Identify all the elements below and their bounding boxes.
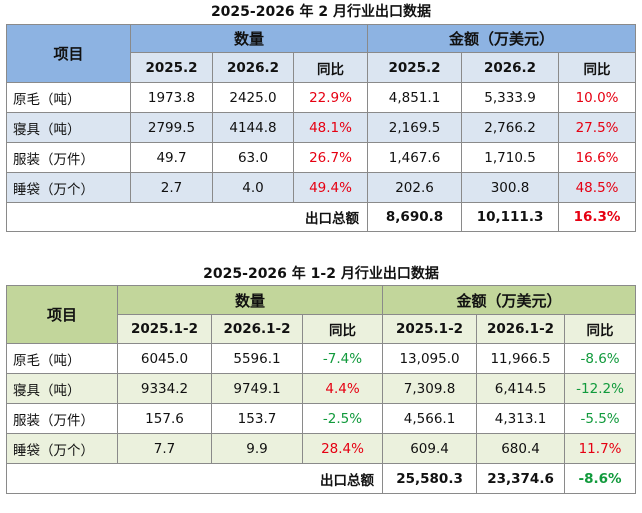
quantity-prev: 2.7 bbox=[130, 172, 213, 203]
export-table-jan-feb: 项目 数量 金额（万美元） 2025.1-2 2026.1-2 同比 2025.… bbox=[5, 285, 637, 494]
quantity-curr: 9749.1 bbox=[211, 373, 303, 404]
table-row: 寝具（吨） 9334.2 9749.1 4.4% 7,309.8 6,414.5… bbox=[6, 373, 637, 404]
amount-header: 金额（万美元） bbox=[382, 285, 637, 315]
amount-yoy: 27.5% bbox=[558, 112, 637, 143]
column-header: 2025.2 bbox=[130, 52, 213, 83]
amount-prev: 7,309.8 bbox=[382, 373, 478, 404]
total-prev: 25,580.3 bbox=[382, 463, 478, 494]
column-header: 同比 bbox=[558, 52, 637, 83]
row-label: 原毛（吨） bbox=[6, 343, 118, 374]
amount-curr: 6,414.5 bbox=[476, 373, 566, 404]
total-curr: 10,111.3 bbox=[461, 202, 560, 232]
table1-title: 2025-2026 年 2 月行业出口数据 bbox=[210, 4, 432, 20]
table-row: 服装（万件） 49.7 63.0 26.7% 1,467.6 1,710.5 1… bbox=[6, 142, 637, 173]
amount-yoy: 16.6% bbox=[558, 142, 637, 173]
quantity-header: 数量 bbox=[129, 24, 369, 53]
row-label: 寝具（吨） bbox=[6, 112, 131, 143]
quantity-prev: 9334.2 bbox=[117, 373, 212, 404]
total-row: 出口总额 25,580.3 23,374.6 -8.6% bbox=[5, 463, 637, 494]
quantity-yoy: 49.4% bbox=[292, 172, 369, 203]
column-header: 同比 bbox=[292, 52, 369, 83]
quantity-yoy: 4.4% bbox=[301, 373, 384, 404]
row-label: 睡袋（万个） bbox=[6, 172, 131, 203]
row-label: 服装（万件） bbox=[6, 403, 118, 434]
quantity-yoy: 26.7% bbox=[292, 142, 369, 173]
quantity-curr: 9.9 bbox=[211, 433, 303, 464]
amount-yoy: -12.2% bbox=[564, 373, 637, 404]
table-row: 服装（万件） 157.6 153.7 -2.5% 4,566.1 4,313.1… bbox=[6, 403, 637, 434]
quantity-header: 数量 bbox=[116, 285, 384, 315]
amount-yoy: -8.6% bbox=[564, 343, 637, 374]
table-row: 睡袋（万个） 7.7 9.9 28.4% 609.4 680.4 11.7% bbox=[6, 433, 637, 464]
amount-curr: 1,710.5 bbox=[461, 142, 560, 173]
column-header: 2026.2 bbox=[461, 52, 560, 83]
amount-curr: 680.4 bbox=[476, 433, 566, 464]
amount-curr: 4,313.1 bbox=[476, 403, 566, 434]
table2-title: 2025-2026 年 1-2 月行业出口数据 bbox=[203, 266, 439, 282]
row-label: 睡袋（万个） bbox=[6, 433, 118, 464]
total-yoy: 16.3% bbox=[558, 202, 637, 232]
quantity-yoy: 48.1% bbox=[292, 112, 369, 143]
quantity-prev: 49.7 bbox=[130, 142, 213, 173]
amount-curr: 2,766.2 bbox=[461, 112, 560, 143]
column-header: 2026.2 bbox=[212, 52, 294, 83]
quantity-prev: 6045.0 bbox=[117, 343, 212, 374]
total-prev: 8,690.8 bbox=[367, 202, 463, 232]
amount-curr: 11,966.5 bbox=[476, 343, 566, 374]
amount-prev: 4,566.1 bbox=[382, 403, 478, 434]
quantity-yoy: -7.4% bbox=[301, 343, 384, 374]
column-header: 同比 bbox=[301, 314, 384, 344]
amount-prev: 13,095.0 bbox=[382, 343, 478, 374]
quantity-yoy: -2.5% bbox=[301, 403, 384, 434]
amount-prev: 4,851.1 bbox=[367, 82, 463, 113]
amount-yoy: 11.7% bbox=[564, 433, 637, 464]
amount-prev: 202.6 bbox=[367, 172, 463, 203]
column-header: 2025.1-2 bbox=[117, 314, 212, 344]
quantity-prev: 7.7 bbox=[117, 433, 212, 464]
amount-curr: 5,333.9 bbox=[461, 82, 560, 113]
total-label: 出口总额 bbox=[5, 463, 384, 494]
total-yoy: -8.6% bbox=[564, 463, 637, 494]
item-header: 项目 bbox=[6, 285, 118, 344]
total-curr: 23,374.6 bbox=[476, 463, 566, 494]
amount-prev: 1,467.6 bbox=[367, 142, 463, 173]
quantity-curr: 4144.8 bbox=[212, 112, 294, 143]
total-label: 出口总额 bbox=[5, 202, 369, 232]
quantity-curr: 5596.1 bbox=[211, 343, 303, 374]
table-row: 寝具（吨） 2799.5 4144.8 48.1% 2,169.5 2,766.… bbox=[6, 112, 637, 143]
quantity-prev: 2799.5 bbox=[130, 112, 213, 143]
amount-yoy: 48.5% bbox=[558, 172, 637, 203]
quantity-prev: 1973.8 bbox=[130, 82, 213, 113]
quantity-curr: 153.7 bbox=[211, 403, 303, 434]
item-header: 项目 bbox=[6, 24, 131, 83]
quantity-yoy: 22.9% bbox=[292, 82, 369, 113]
table-row: 原毛（吨） 1973.8 2425.0 22.9% 4,851.1 5,333.… bbox=[6, 82, 637, 113]
row-label: 原毛（吨） bbox=[6, 82, 131, 113]
quantity-prev: 157.6 bbox=[117, 403, 212, 434]
column-header: 2026.1-2 bbox=[211, 314, 303, 344]
table-row: 睡袋（万个） 2.7 4.0 49.4% 202.6 300.8 48.5% bbox=[6, 172, 637, 203]
quantity-curr: 63.0 bbox=[212, 142, 294, 173]
column-header: 同比 bbox=[564, 314, 637, 344]
amount-prev: 2,169.5 bbox=[367, 112, 463, 143]
quantity-curr: 4.0 bbox=[212, 172, 294, 203]
amount-prev: 609.4 bbox=[382, 433, 478, 464]
quantity-curr: 2425.0 bbox=[212, 82, 294, 113]
export-table-february: 项目 数量 金额（万美元） 2025.2 2026.2 同比 2025.2 20… bbox=[5, 24, 637, 232]
amount-yoy: 10.0% bbox=[558, 82, 637, 113]
column-header: 2026.1-2 bbox=[476, 314, 566, 344]
amount-curr: 300.8 bbox=[461, 172, 560, 203]
quantity-yoy: 28.4% bbox=[301, 433, 384, 464]
row-label: 服装（万件） bbox=[6, 142, 131, 173]
row-label: 寝具（吨） bbox=[6, 373, 118, 404]
amount-header: 金额（万美元） bbox=[367, 24, 637, 53]
column-header: 2025.1-2 bbox=[382, 314, 478, 344]
table-row: 原毛（吨） 6045.0 5596.1 -7.4% 13,095.0 11,96… bbox=[6, 343, 637, 374]
total-row: 出口总额 8,690.8 10,111.3 16.3% bbox=[5, 202, 637, 232]
column-header: 2025.2 bbox=[367, 52, 463, 83]
amount-yoy: -5.5% bbox=[564, 403, 637, 434]
